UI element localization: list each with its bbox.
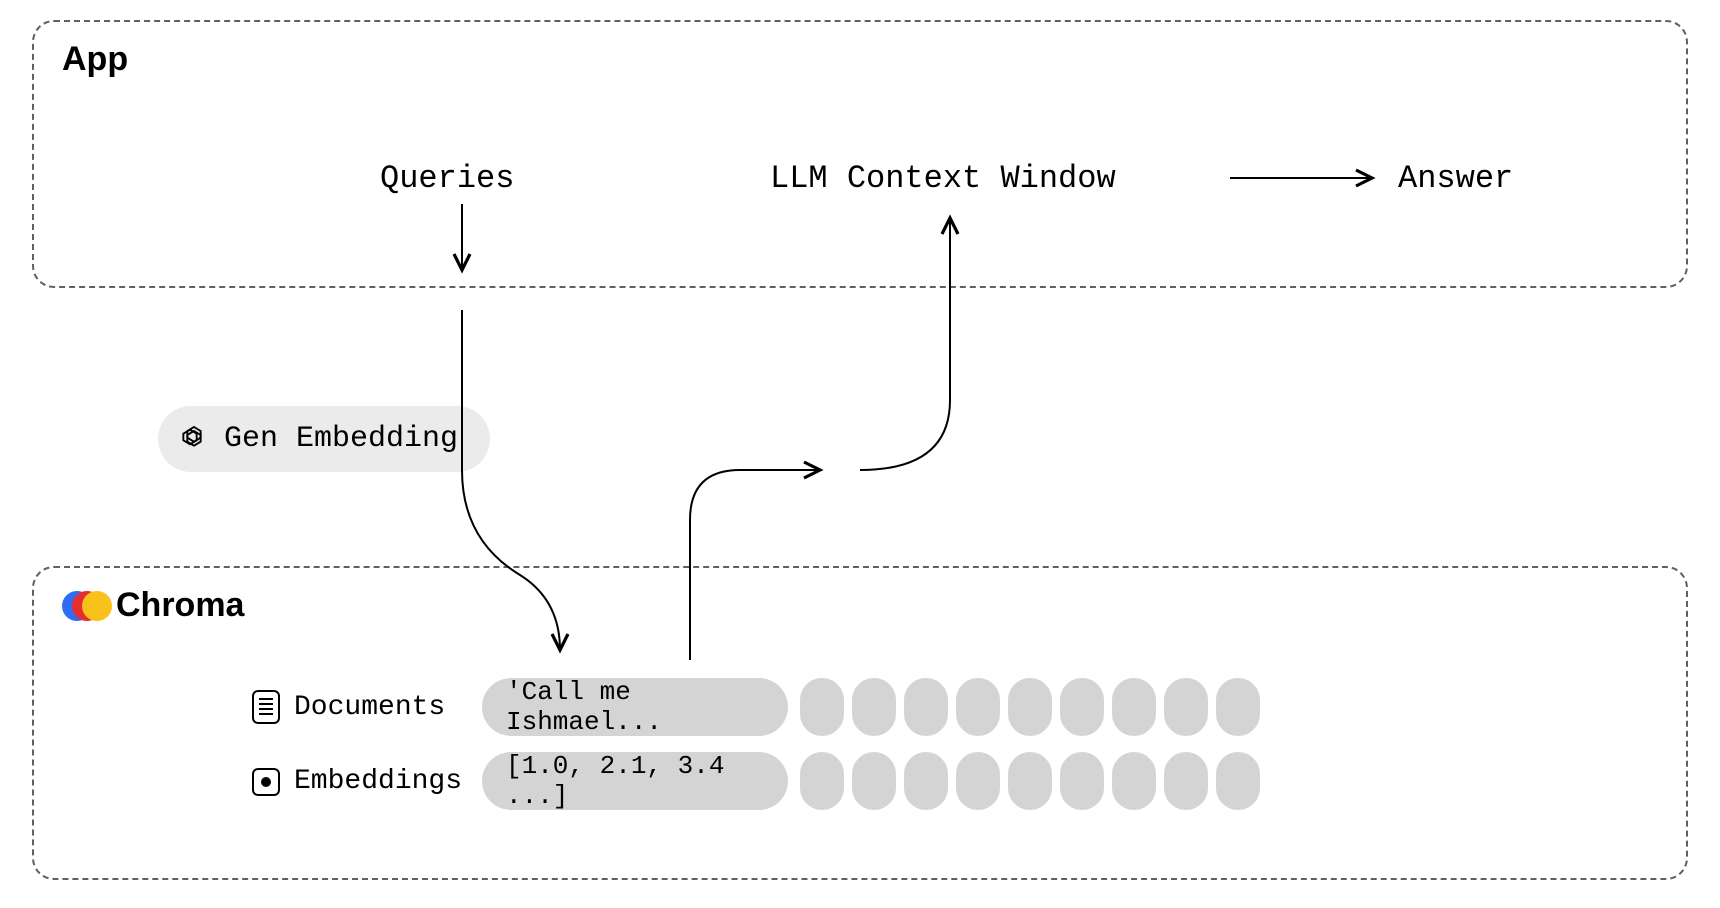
data-pill [1008,678,1052,736]
data-pill [1216,752,1260,810]
gen-embedding-label: Gen Embedding [224,422,458,456]
data-pill [904,678,948,736]
data-pill [852,678,896,736]
data-pill [1112,678,1156,736]
openai-icon [178,423,210,455]
embedding-sample-text: [1.0, 2.1, 3.4 ...] [506,751,764,811]
data-pill [956,678,1000,736]
data-pill [1060,678,1104,736]
data-pill [1112,752,1156,810]
document-sample-pill: 'Call me Ishmael... [482,678,788,736]
data-pill [1008,752,1052,810]
data-pill [1060,752,1104,810]
documents-label-text: Documents [294,692,445,723]
app-panel: App [32,20,1688,288]
data-pill [1216,678,1260,736]
chroma-panel-title-text: Chroma [116,586,244,625]
data-pill [1164,678,1208,736]
chroma-logo-icon [62,589,106,623]
queries-node: Queries [380,160,514,197]
data-pill [956,752,1000,810]
chroma-panel-title: Chroma [62,586,244,625]
data-pill [904,752,948,810]
gen-embedding-badge: Gen Embedding [158,406,490,472]
data-pill [800,678,844,736]
data-pill [800,752,844,810]
embedding-icon [252,768,280,796]
answer-node: Answer [1398,160,1513,197]
data-pill [852,752,896,810]
app-panel-title: App [62,40,128,79]
documents-label: Documents [252,690,445,724]
embeddings-label-text: Embeddings [294,766,462,797]
document-icon [252,690,280,724]
document-sample-text: 'Call me Ishmael... [506,677,764,737]
embeddings-label: Embeddings [252,766,462,797]
data-pill [1164,752,1208,810]
context-window-node: LLM Context Window [770,160,1116,197]
embedding-sample-pill: [1.0, 2.1, 3.4 ...] [482,752,788,810]
